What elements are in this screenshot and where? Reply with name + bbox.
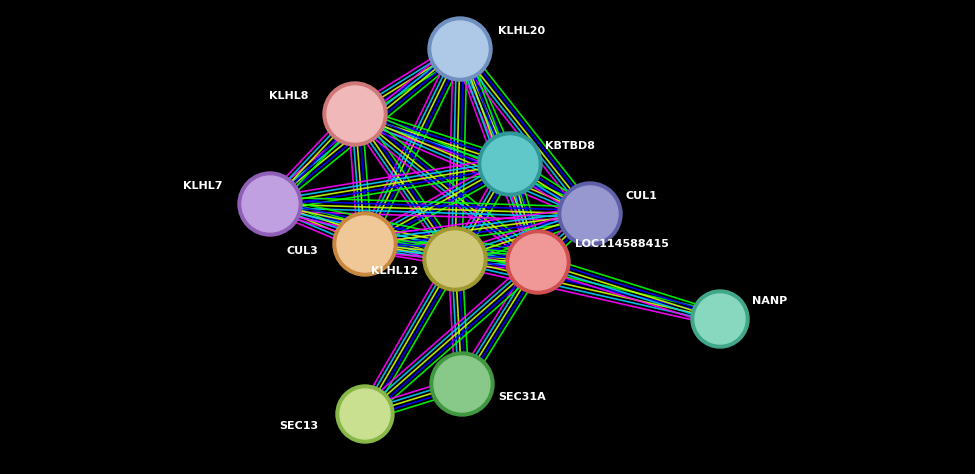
- Circle shape: [427, 231, 483, 287]
- Circle shape: [337, 216, 393, 272]
- Circle shape: [336, 385, 394, 443]
- Circle shape: [327, 86, 383, 142]
- Circle shape: [506, 230, 570, 294]
- Circle shape: [238, 172, 302, 236]
- Text: CUL3: CUL3: [287, 246, 318, 256]
- Circle shape: [333, 212, 397, 276]
- Text: KLHL12: KLHL12: [370, 266, 418, 276]
- Text: CUL1: CUL1: [625, 191, 657, 201]
- Circle shape: [562, 186, 618, 242]
- Circle shape: [558, 182, 622, 246]
- Circle shape: [242, 176, 298, 232]
- Text: KLHL7: KLHL7: [183, 181, 223, 191]
- Circle shape: [423, 227, 487, 291]
- Circle shape: [340, 389, 390, 439]
- Text: SEC13: SEC13: [279, 421, 318, 431]
- Text: KBTBD8: KBTBD8: [545, 141, 595, 151]
- Circle shape: [323, 82, 387, 146]
- Circle shape: [695, 294, 745, 344]
- Circle shape: [434, 356, 490, 412]
- Text: LOC114588415: LOC114588415: [575, 239, 669, 249]
- Text: SEC31A: SEC31A: [498, 392, 546, 402]
- Text: KLHL20: KLHL20: [498, 26, 545, 36]
- Circle shape: [428, 17, 492, 81]
- Circle shape: [691, 290, 749, 348]
- Circle shape: [478, 132, 542, 196]
- Circle shape: [432, 21, 488, 77]
- Circle shape: [482, 136, 538, 192]
- Circle shape: [510, 234, 566, 290]
- Circle shape: [430, 352, 494, 416]
- Text: NANP: NANP: [752, 296, 787, 306]
- Text: KLHL8: KLHL8: [268, 91, 308, 101]
